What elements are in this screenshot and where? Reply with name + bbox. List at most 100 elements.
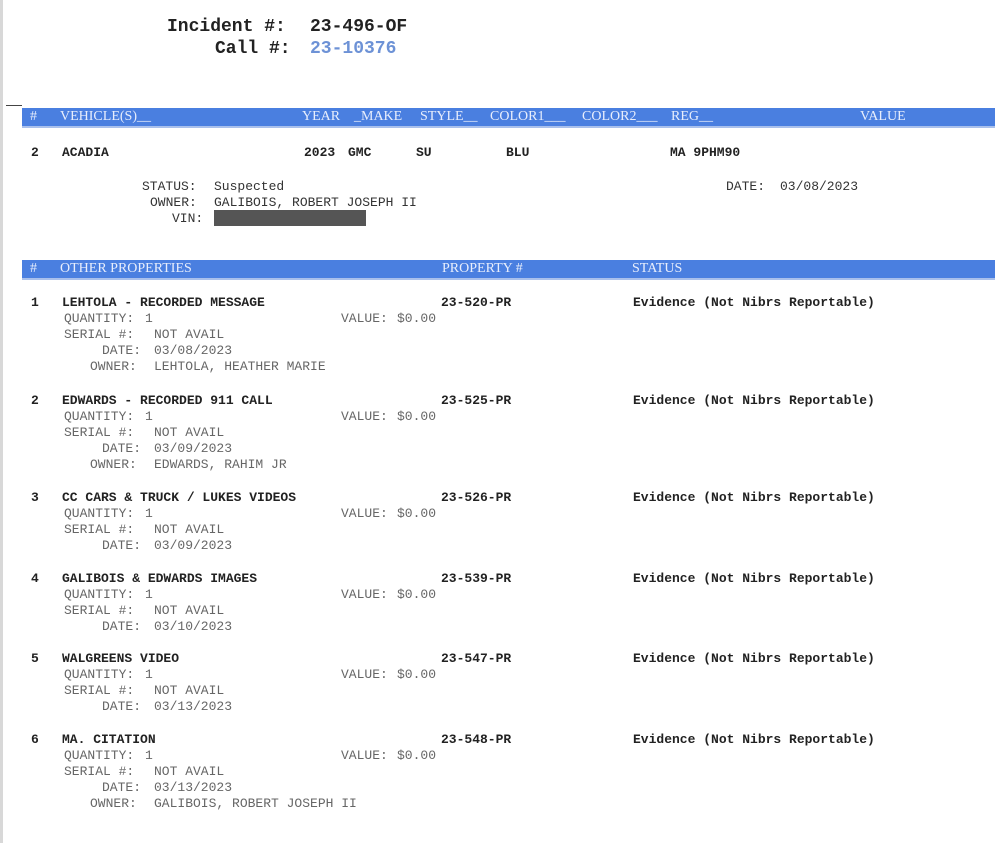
date-value: 03/10/2023 <box>154 619 233 634</box>
date-label: DATE: <box>102 780 142 795</box>
property-number: 23-520-PR <box>441 295 512 310</box>
property-number: 23-526-PR <box>441 490 512 505</box>
item-status: Evidence (Not Nibrs Reportable) <box>633 393 875 408</box>
vehicle-year: 2023 <box>304 145 336 160</box>
serial-value: NOT AVAIL <box>154 764 225 779</box>
owner-label: OWNER: <box>150 195 197 210</box>
item-name: MA. CITATION <box>62 732 156 747</box>
item-num: 3 <box>31 490 39 505</box>
item-name: EDWARDS - RECORDED 911 CALL <box>62 393 273 408</box>
value-amount: $0.00 <box>397 667 437 682</box>
vehicle-color1: BLU <box>506 145 530 160</box>
incident-label: Incident #: <box>167 17 286 37</box>
value-label: VALUE: <box>341 409 388 424</box>
column-header: VALUE <box>860 109 906 124</box>
serial-label: SERIAL #: <box>64 327 135 342</box>
quantity-label: QUANTITY: <box>64 311 135 326</box>
item-name: WALGREENS VIDEO <box>62 651 180 666</box>
item-num: 4 <box>31 571 39 586</box>
value-amount: $0.00 <box>397 748 437 763</box>
column-header: _MAKE <box>354 109 403 124</box>
item-num: 5 <box>31 651 39 666</box>
column-header: REG__ <box>671 109 713 124</box>
item-status: Evidence (Not Nibrs Reportable) <box>633 651 875 666</box>
quantity-value: 1 <box>145 311 153 326</box>
item-status: Evidence (Not Nibrs Reportable) <box>633 571 875 586</box>
column-header: COLOR1___ <box>490 109 566 124</box>
value-amount: $0.00 <box>397 311 437 326</box>
date-value: 03/13/2023 <box>154 699 233 714</box>
item-name: LEHTOLA - RECORDED MESSAGE <box>62 295 265 310</box>
quantity-value: 1 <box>145 506 153 521</box>
column-header: # <box>30 261 37 276</box>
item-name: GALIBOIS & EDWARDS IMAGES <box>62 571 258 586</box>
date-value: 03/13/2023 <box>154 780 233 795</box>
column-header: COLOR2___ <box>582 109 658 124</box>
serial-label: SERIAL #: <box>64 603 135 618</box>
item-num: 1 <box>31 295 39 310</box>
vehicle-reg: MA 9PHM90 <box>670 145 741 160</box>
quantity-value: 1 <box>145 667 153 682</box>
incident-number: 23-496-OF <box>310 17 408 37</box>
column-header: PROPERTY # <box>442 261 523 276</box>
property-number: 23-539-PR <box>441 571 512 586</box>
date-label: DATE: <box>102 441 142 456</box>
date-label: DATE: <box>726 179 766 194</box>
column-header: # <box>30 109 37 124</box>
quantity-label: QUANTITY: <box>64 409 135 424</box>
column-header: STYLE__ <box>420 109 478 124</box>
column-header: OTHER PROPERTIES <box>60 261 192 276</box>
date-label: DATE: <box>102 699 142 714</box>
serial-value: NOT AVAIL <box>154 425 225 440</box>
quantity-value: 1 <box>145 409 153 424</box>
owner-label: OWNER: <box>90 359 137 374</box>
owner-label: OWNER: <box>90 457 137 472</box>
call-label: Call #: <box>215 39 291 59</box>
value-label: VALUE: <box>341 587 388 602</box>
quantity-label: QUANTITY: <box>64 506 135 521</box>
owner-value: GALIBOIS, ROBERT JOSEPH II <box>154 796 357 811</box>
serial-value: NOT AVAIL <box>154 522 225 537</box>
value-amount: $0.00 <box>397 409 437 424</box>
property-number: 23-548-PR <box>441 732 512 747</box>
serial-value: NOT AVAIL <box>154 603 225 618</box>
call-number: 23-10376 <box>310 39 397 59</box>
item-status: Evidence (Not Nibrs Reportable) <box>633 732 875 747</box>
date-value: 03/09/2023 <box>154 538 233 553</box>
vehicle-date: 03/08/2023 <box>780 179 859 194</box>
serial-value: NOT AVAIL <box>154 683 225 698</box>
item-num: 2 <box>31 393 39 408</box>
date-value: 03/09/2023 <box>154 441 233 456</box>
property-number: 23-525-PR <box>441 393 512 408</box>
vin-label: VIN: <box>172 211 204 226</box>
item-name: CC CARS & TRUCK / LUKES VIDEOS <box>62 490 297 505</box>
page-edge <box>0 0 3 843</box>
serial-label: SERIAL #: <box>64 425 135 440</box>
item-status: Evidence (Not Nibrs Reportable) <box>633 490 875 505</box>
vehicle-name: ACADIA <box>62 145 109 160</box>
value-label: VALUE: <box>341 667 388 682</box>
divider <box>6 105 22 106</box>
vehicle-num: 2 <box>31 145 39 160</box>
value-amount: $0.00 <box>397 587 437 602</box>
vehicle-owner: GALIBOIS, ROBERT JOSEPH II <box>214 195 417 210</box>
vehicle-style: SU <box>416 145 432 160</box>
vehicle-make: GMC <box>348 145 372 160</box>
item-status: Evidence (Not Nibrs Reportable) <box>633 295 875 310</box>
value-label: VALUE: <box>341 506 388 521</box>
quantity-label: QUANTITY: <box>64 587 135 602</box>
column-header: STATUS <box>632 261 683 276</box>
value-label: VALUE: <box>341 311 388 326</box>
value-amount: $0.00 <box>397 506 437 521</box>
vin-redacted <box>214 210 366 226</box>
serial-label: SERIAL #: <box>64 522 135 537</box>
date-label: DATE: <box>102 343 142 358</box>
vehicle-status: Suspected <box>214 179 285 194</box>
date-label: DATE: <box>102 538 142 553</box>
date-value: 03/08/2023 <box>154 343 233 358</box>
value-label: VALUE: <box>341 748 388 763</box>
date-label: DATE: <box>102 619 142 634</box>
status-label: STATUS: <box>142 179 197 194</box>
owner-value: EDWARDS, RAHIM JR <box>154 457 287 472</box>
